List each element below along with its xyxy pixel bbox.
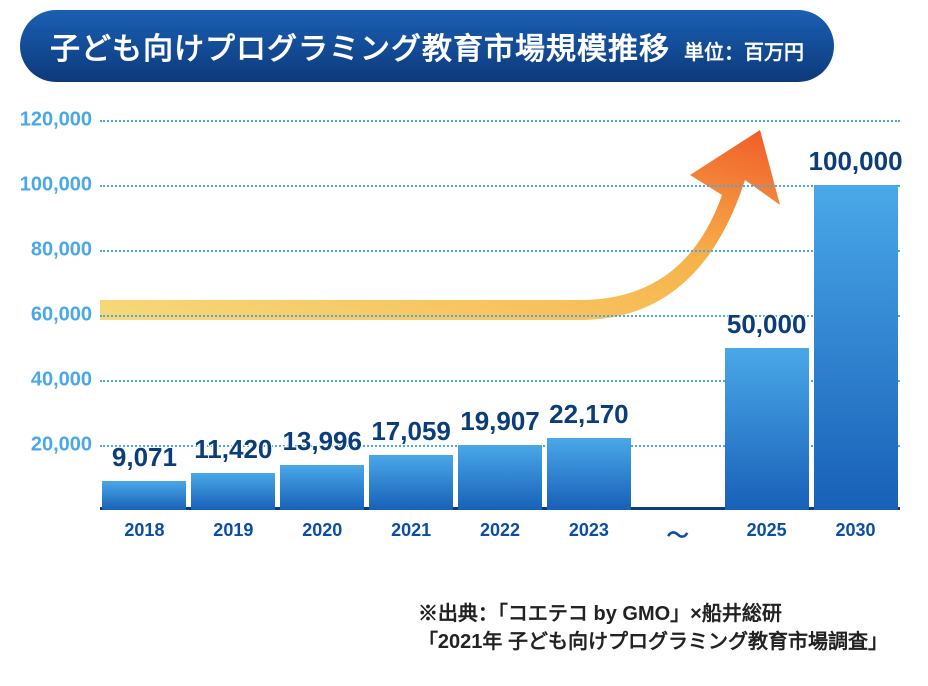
- chart-title-pill: 子ども向けプログラミング教育市場規模推移 単位：百万円: [20, 10, 834, 82]
- bar: 9,071: [102, 481, 186, 510]
- chart-area: 20,00040,00060,00080,000100,000120,0009,…: [30, 120, 900, 560]
- footnote-line1: ※出典：「コエテコ by GMO」×船井総研: [418, 600, 888, 628]
- bar-slot: 22,1702023: [547, 120, 631, 510]
- bar: 19,907: [458, 445, 542, 510]
- x-axis-label: 2022: [480, 520, 520, 541]
- plot: 20,00040,00060,00080,000100,000120,0009,…: [100, 120, 900, 510]
- x-axis-label: 2023: [569, 520, 609, 541]
- bar: 22,170: [547, 438, 631, 510]
- x-axis-label: 2020: [302, 520, 342, 541]
- footnote-line2: 「2021年 子ども向けプログラミング教育市場調査」: [418, 628, 888, 656]
- x-axis-label: 2019: [213, 520, 253, 541]
- y-tick-label: 80,000: [31, 238, 92, 261]
- chart-title: 子ども向けプログラミング教育市場規模推移: [50, 24, 670, 68]
- bar: 17,059: [369, 455, 453, 510]
- bar: 100,000: [814, 185, 898, 510]
- bar-value-label: 50,000: [727, 309, 807, 340]
- bar-slot: 19,9072022: [458, 120, 542, 510]
- bar: 11,420: [191, 473, 275, 510]
- bar: 50,000: [725, 348, 809, 511]
- bar-value-label: 9,071: [112, 442, 177, 473]
- y-tick-label: 60,000: [31, 304, 92, 327]
- y-tick-label: 100,000: [20, 173, 92, 196]
- y-tick-label: 120,000: [20, 109, 92, 132]
- bar-slot: 9,0712018: [102, 120, 186, 510]
- footnote: ※出典：「コエテコ by GMO」×船井総研 「2021年 子ども向けプログラミ…: [418, 600, 888, 656]
- bar-slot: 50,0002025: [725, 120, 809, 510]
- bar-value-label: 13,996: [282, 426, 362, 457]
- chart-unit: 単位：百万円: [684, 36, 804, 65]
- x-axis-label: 2021: [391, 520, 431, 541]
- tilde-label: ～: [667, 518, 689, 550]
- bar-value-label: 19,907: [460, 406, 540, 437]
- bar-value-label: 100,000: [809, 146, 903, 177]
- x-axis-label: 2025: [747, 520, 787, 541]
- bar-value-label: 11,420: [194, 434, 272, 465]
- bar-slot: 13,9962020: [280, 120, 364, 510]
- y-tick-label: 40,000: [31, 368, 92, 391]
- bar-value-label: 22,170: [549, 399, 629, 430]
- x-axis-label: 2018: [124, 520, 164, 541]
- bar-slot: 17,0592021: [369, 120, 453, 510]
- bar-slot: 100,0002030: [814, 120, 898, 510]
- gap-slot: ～: [633, 120, 722, 510]
- y-tick-label: 20,000: [31, 434, 92, 457]
- x-axis-label: 2030: [836, 520, 876, 541]
- bar-slot: 11,4202019: [191, 120, 275, 510]
- bar: 13,996: [280, 465, 364, 510]
- bar-value-label: 17,059: [371, 416, 451, 447]
